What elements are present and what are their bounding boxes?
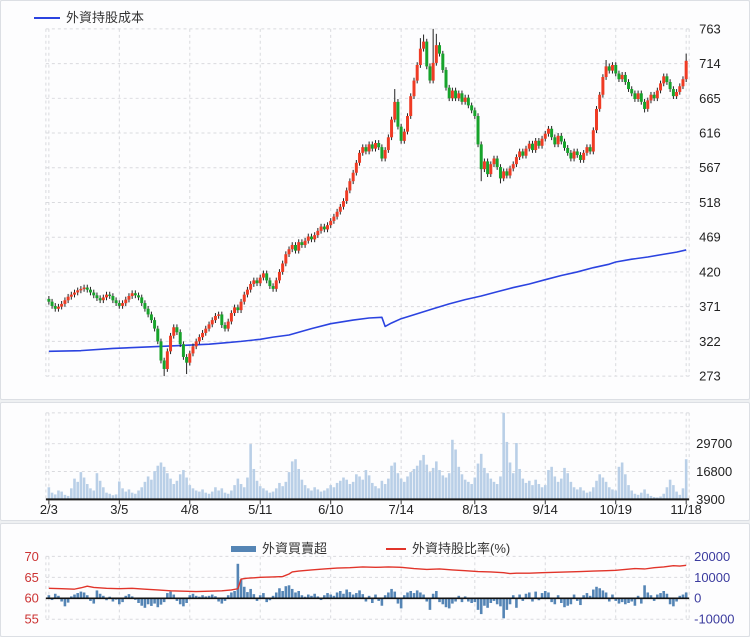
svg-text:65: 65 (24, 570, 38, 585)
svg-text:20000: 20000 (694, 549, 730, 564)
svg-text:567: 567 (699, 160, 721, 175)
svg-text:763: 763 (699, 21, 721, 36)
svg-text:616: 616 (699, 126, 721, 141)
svg-text:9/14: 9/14 (533, 502, 558, 517)
svg-text:11/18: 11/18 (670, 502, 701, 517)
svg-text:60: 60 (24, 591, 38, 606)
svg-text:420: 420 (699, 264, 721, 279)
flow-left-axis-labels: 70 65 60 55 (24, 549, 38, 627)
svg-text:518: 518 (699, 195, 721, 210)
netbuy-bar-swatch (231, 546, 256, 552)
ratio-legend: 外資持股比率(%) (386, 542, 510, 556)
svg-text:10/19: 10/19 (600, 502, 632, 517)
candles (47, 28, 688, 377)
svg-text:4/8: 4/8 (181, 502, 199, 517)
ratio-line (48, 564, 687, 593)
ratio-line-swatch (386, 548, 406, 550)
netbuy-legend: 外資買賣超 (231, 542, 327, 556)
price-axis-labels: 763 714 665 616 567 518 469 420 371 322 273 (699, 21, 721, 383)
svg-text:10000: 10000 (694, 570, 730, 585)
volume-axis-labels: 29700 16800 3900 (696, 436, 732, 507)
svg-text:3/5: 3/5 (110, 502, 128, 517)
svg-text:6/10: 6/10 (318, 502, 343, 517)
flow-chart-canvas[interactable]: 70 65 60 55 20000 10000 0 -10000 (1, 524, 749, 636)
svg-text:29700: 29700 (696, 436, 732, 451)
date-axis-labels: 2/3 3/5 4/8 5/11 6/10 7/14 8/13 9/14 10/19 11/18 (40, 502, 702, 517)
svg-text:-10000: -10000 (694, 612, 734, 627)
ratio-label: 外資持股比率(%) (412, 541, 511, 556)
volume-bars (47, 412, 688, 500)
svg-text:70: 70 (24, 549, 38, 564)
volume-panel: 29700 16800 3900 2/3 3/5 4/8 5/11 6/10 7/14 8/13 9… (0, 402, 750, 521)
price-panel: 外資持股成本 763 714 665 616 567 518 469 420 371 322 273 (0, 0, 750, 400)
price-legend: 外資持股成本 (34, 11, 144, 25)
netbuy-bars (47, 563, 688, 619)
cost-line-swatch (34, 17, 60, 19)
svg-text:665: 665 (699, 91, 721, 106)
svg-text:7/14: 7/14 (389, 502, 414, 517)
svg-text:3900: 3900 (696, 492, 725, 507)
svg-text:371: 371 (699, 299, 721, 314)
svg-text:273: 273 (699, 369, 721, 384)
volume-gridlines (45, 412, 690, 500)
svg-text:8/13: 8/13 (462, 502, 487, 517)
cost-line-label: 外資持股成本 (66, 10, 145, 25)
svg-text:2/3: 2/3 (40, 502, 58, 517)
cost-line (48, 249, 687, 353)
svg-text:714: 714 (699, 56, 721, 71)
svg-text:0: 0 (694, 591, 701, 606)
volume-axis (45, 498, 690, 505)
volume-chart-canvas[interactable]: 29700 16800 3900 2/3 3/5 4/8 5/11 6/10 7/14 8/13 9… (1, 403, 749, 520)
price-chart-canvas[interactable]: 763 714 665 616 567 518 469 420 371 322 273 (1, 1, 749, 399)
flow-gridlines (45, 555, 690, 620)
svg-text:16800: 16800 (696, 464, 732, 479)
svg-text:55: 55 (24, 612, 38, 627)
svg-text:469: 469 (699, 230, 721, 245)
svg-text:5/11: 5/11 (248, 502, 272, 517)
svg-text:322: 322 (699, 334, 721, 349)
flow-panel: 外資買賣超 外資持股比率(%) 70 65 60 55 20000 10000 0 -1000… (0, 523, 750, 637)
price-gridlines (45, 28, 690, 377)
flow-right-axis-labels: 20000 10000 0 -10000 (694, 549, 734, 627)
netbuy-label: 外資買賣超 (262, 541, 328, 556)
